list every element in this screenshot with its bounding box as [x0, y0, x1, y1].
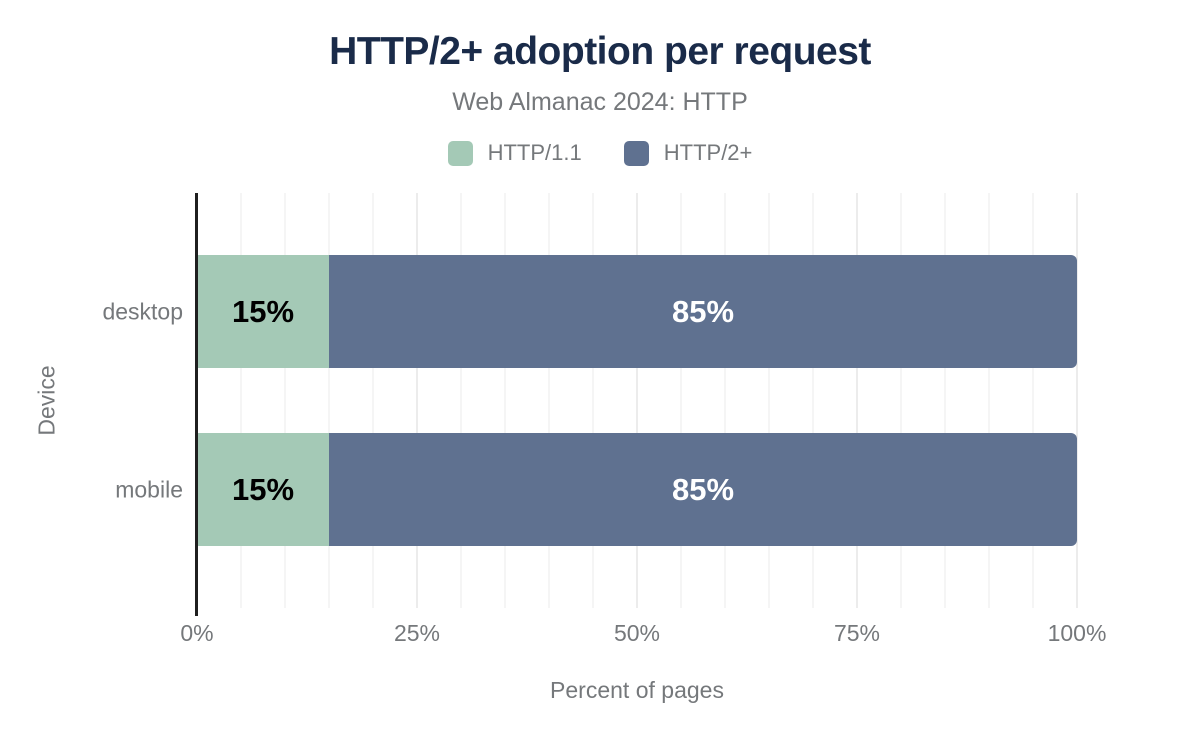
y-axis-title-wrap: Device	[30, 193, 64, 608]
gridline-70	[812, 193, 814, 608]
gridline-95	[1032, 193, 1034, 608]
gridline-80	[900, 193, 902, 608]
bar-mobile: 15% 85%	[197, 433, 1077, 546]
legend-label: HTTP/1.1	[487, 140, 582, 165]
x-tick-0: 0%	[180, 620, 214, 646]
x-tick-25: 25%	[393, 620, 441, 646]
legend-item-http-1-1: HTTP/1.1	[447, 140, 582, 166]
legend-label: HTTP/2+	[663, 140, 753, 165]
plot-area: 15% 85% desktop 15% 85% mobile 0% 25% 50% 75% 100%	[102, 193, 1106, 646]
bar-value-label: 15%	[231, 471, 295, 507]
bar-value-label: 85%	[671, 293, 735, 329]
x-axis-title: Percent of pages	[550, 677, 724, 703]
bar-value-label: 15%	[231, 293, 295, 329]
y-axis-line	[195, 193, 198, 616]
y-tick-desktop: desktop	[102, 298, 183, 324]
bar-value-label: 85%	[671, 471, 735, 507]
gridline-100	[1076, 193, 1078, 608]
y-tick-mobile: mobile	[115, 476, 183, 502]
y-axis-title: Device	[33, 365, 60, 436]
gridline-25	[416, 193, 418, 608]
bar-segment-mobile-http-1-1: 15%	[197, 433, 329, 546]
gridline-5	[240, 193, 242, 608]
gridline-75	[856, 193, 858, 608]
bar-segment-desktop-http-1-1: 15%	[197, 255, 329, 368]
gridline-85	[944, 193, 946, 608]
gridline-55	[680, 193, 682, 608]
legend-item-http-2-: HTTP/2+	[623, 140, 753, 166]
bar-segment-desktop-http-2-: 85%	[329, 255, 1077, 368]
x-tick-100: 100%	[1047, 620, 1107, 646]
gridline-45	[592, 193, 594, 608]
gridline-65	[768, 193, 770, 608]
legend-swatch	[623, 140, 649, 166]
legend-swatch	[447, 140, 473, 166]
bar-segment-mobile-http-2-: 85%	[329, 433, 1077, 546]
chart-title: HTTP/2+ adoption per request	[329, 30, 871, 73]
x-tick-75: 75%	[833, 620, 881, 646]
gridline-40	[548, 193, 550, 608]
gridline-60	[724, 193, 726, 608]
chart-subtitle: Web Almanac 2024: HTTP	[452, 88, 748, 116]
x-tick-50: 50%	[613, 620, 661, 646]
bar-desktop: 15% 85%	[197, 255, 1077, 368]
gridline-90	[988, 193, 990, 608]
gridline-30	[460, 193, 462, 608]
gridline-50	[636, 193, 638, 608]
legend: HTTP/1.1 HTTP/2+	[0, 140, 1200, 166]
gridline-15	[328, 193, 330, 608]
gridline-20	[372, 193, 374, 608]
gridline-10	[284, 193, 286, 608]
gridline-35	[504, 193, 506, 608]
